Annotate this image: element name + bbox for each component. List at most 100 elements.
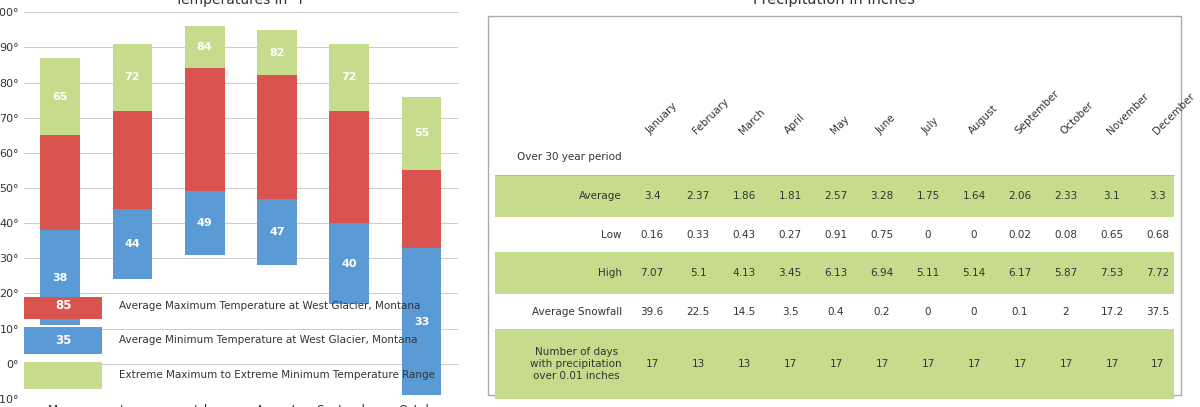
Bar	[402, 248, 442, 395]
Text: 22.5: 22.5	[686, 307, 709, 317]
FancyBboxPatch shape	[24, 292, 102, 319]
Text: 0.91: 0.91	[824, 230, 847, 240]
Text: 6.17: 6.17	[1008, 268, 1032, 278]
FancyBboxPatch shape	[487, 16, 1181, 395]
Text: 17: 17	[1151, 359, 1164, 369]
Text: 7.72: 7.72	[1146, 268, 1170, 278]
Text: 17: 17	[922, 359, 935, 369]
Text: 0: 0	[925, 307, 931, 317]
Text: 72: 72	[342, 72, 356, 82]
Text: 13: 13	[738, 359, 751, 369]
Text: August: August	[967, 103, 1000, 136]
Text: 6.13: 6.13	[824, 268, 847, 278]
Bar	[113, 44, 152, 279]
Bar	[185, 26, 224, 255]
Text: 7.53: 7.53	[1100, 268, 1123, 278]
Text: February: February	[691, 96, 731, 136]
Text: 0.33: 0.33	[686, 230, 709, 240]
Text: 1.64: 1.64	[962, 191, 985, 201]
Text: 5.14: 5.14	[962, 268, 985, 278]
Bar	[41, 135, 80, 230]
FancyBboxPatch shape	[24, 362, 102, 389]
Text: 49: 49	[197, 218, 212, 228]
Text: 6.94: 6.94	[870, 268, 894, 278]
Text: 0.27: 0.27	[779, 230, 802, 240]
Text: 39.6: 39.6	[641, 307, 664, 317]
Text: 2.37: 2.37	[686, 191, 709, 201]
Bar	[257, 30, 296, 265]
Text: 55: 55	[414, 129, 430, 138]
Text: Over 30 year period: Over 30 year period	[517, 152, 622, 162]
Title: Temperatures in °F: Temperatures in °F	[175, 0, 307, 7]
Text: December: December	[1151, 91, 1196, 136]
Text: 0.65: 0.65	[1100, 230, 1123, 240]
Text: 17: 17	[646, 359, 659, 369]
Text: October: October	[1058, 99, 1096, 136]
Text: June: June	[875, 113, 898, 136]
Text: 35: 35	[55, 334, 71, 347]
Text: 0.08: 0.08	[1055, 230, 1078, 240]
Text: 84: 84	[197, 42, 212, 53]
Text: January: January	[644, 101, 680, 136]
Text: 0.1: 0.1	[1012, 307, 1028, 317]
Text: 17: 17	[1013, 359, 1026, 369]
Text: Number of days
with precipitation
over 0.01 inches: Number of days with precipitation over 0…	[530, 348, 622, 381]
Text: November: November	[1105, 91, 1151, 136]
Text: March: March	[737, 106, 767, 136]
Title: Precipitation in inches: Precipitation in inches	[754, 0, 916, 7]
Text: 44: 44	[125, 239, 140, 249]
Text: 17: 17	[829, 359, 842, 369]
Text: 37.5: 37.5	[1146, 307, 1170, 317]
Text: 17.2: 17.2	[1100, 307, 1123, 317]
Text: 0.2: 0.2	[874, 307, 890, 317]
Bar	[41, 230, 80, 325]
Text: 17: 17	[875, 359, 889, 369]
Text: April: April	[782, 112, 808, 136]
Text: 1.86: 1.86	[732, 191, 756, 201]
Text: 13: 13	[691, 359, 704, 369]
Text: 7.07: 7.07	[641, 268, 664, 278]
FancyBboxPatch shape	[494, 329, 1174, 399]
Text: 47: 47	[269, 227, 284, 237]
Text: 3.4: 3.4	[643, 191, 660, 201]
Text: September: September	[1013, 88, 1061, 136]
Text: High: High	[598, 268, 622, 278]
Text: 17: 17	[967, 359, 980, 369]
Text: 5.11: 5.11	[917, 268, 940, 278]
Bar	[185, 191, 224, 255]
FancyBboxPatch shape	[24, 327, 102, 354]
Text: 5.87: 5.87	[1055, 268, 1078, 278]
FancyBboxPatch shape	[494, 175, 1174, 217]
Text: 2.33: 2.33	[1055, 191, 1078, 201]
Text: 40: 40	[342, 258, 356, 269]
Text: 82: 82	[269, 48, 284, 58]
Text: 1.75: 1.75	[917, 191, 940, 201]
Text: 0.16: 0.16	[641, 230, 664, 240]
Text: 1.81: 1.81	[779, 191, 802, 201]
Text: 14.5: 14.5	[732, 307, 756, 317]
Text: 17: 17	[784, 359, 797, 369]
Text: 3.45: 3.45	[779, 268, 802, 278]
Text: 0.75: 0.75	[870, 230, 894, 240]
Text: Average Minimum Temperature at West Glacier, Montana: Average Minimum Temperature at West Glac…	[120, 335, 418, 346]
Text: 0.43: 0.43	[732, 230, 756, 240]
Text: 65: 65	[53, 92, 68, 102]
Bar	[402, 171, 442, 248]
Bar	[113, 209, 152, 279]
Text: 33: 33	[414, 317, 430, 326]
Bar	[329, 44, 370, 304]
Text: 2: 2	[1063, 307, 1069, 317]
Bar	[41, 58, 80, 325]
Text: 0: 0	[971, 230, 977, 240]
Text: 0: 0	[925, 230, 931, 240]
Bar	[185, 68, 224, 191]
Text: Average Maximum Temperature at West Glacier, Montana: Average Maximum Temperature at West Glac…	[120, 301, 421, 311]
Text: 0.4: 0.4	[828, 307, 845, 317]
Text: 3.28: 3.28	[870, 191, 894, 201]
Bar	[113, 111, 152, 209]
Text: 5.1: 5.1	[690, 268, 707, 278]
Text: 17: 17	[1105, 359, 1118, 369]
Text: Extreme Maximum to Extreme Minimum Temperature Range: Extreme Maximum to Extreme Minimum Tempe…	[120, 370, 436, 381]
Text: 0.02: 0.02	[1008, 230, 1032, 240]
Text: 0: 0	[971, 307, 977, 317]
